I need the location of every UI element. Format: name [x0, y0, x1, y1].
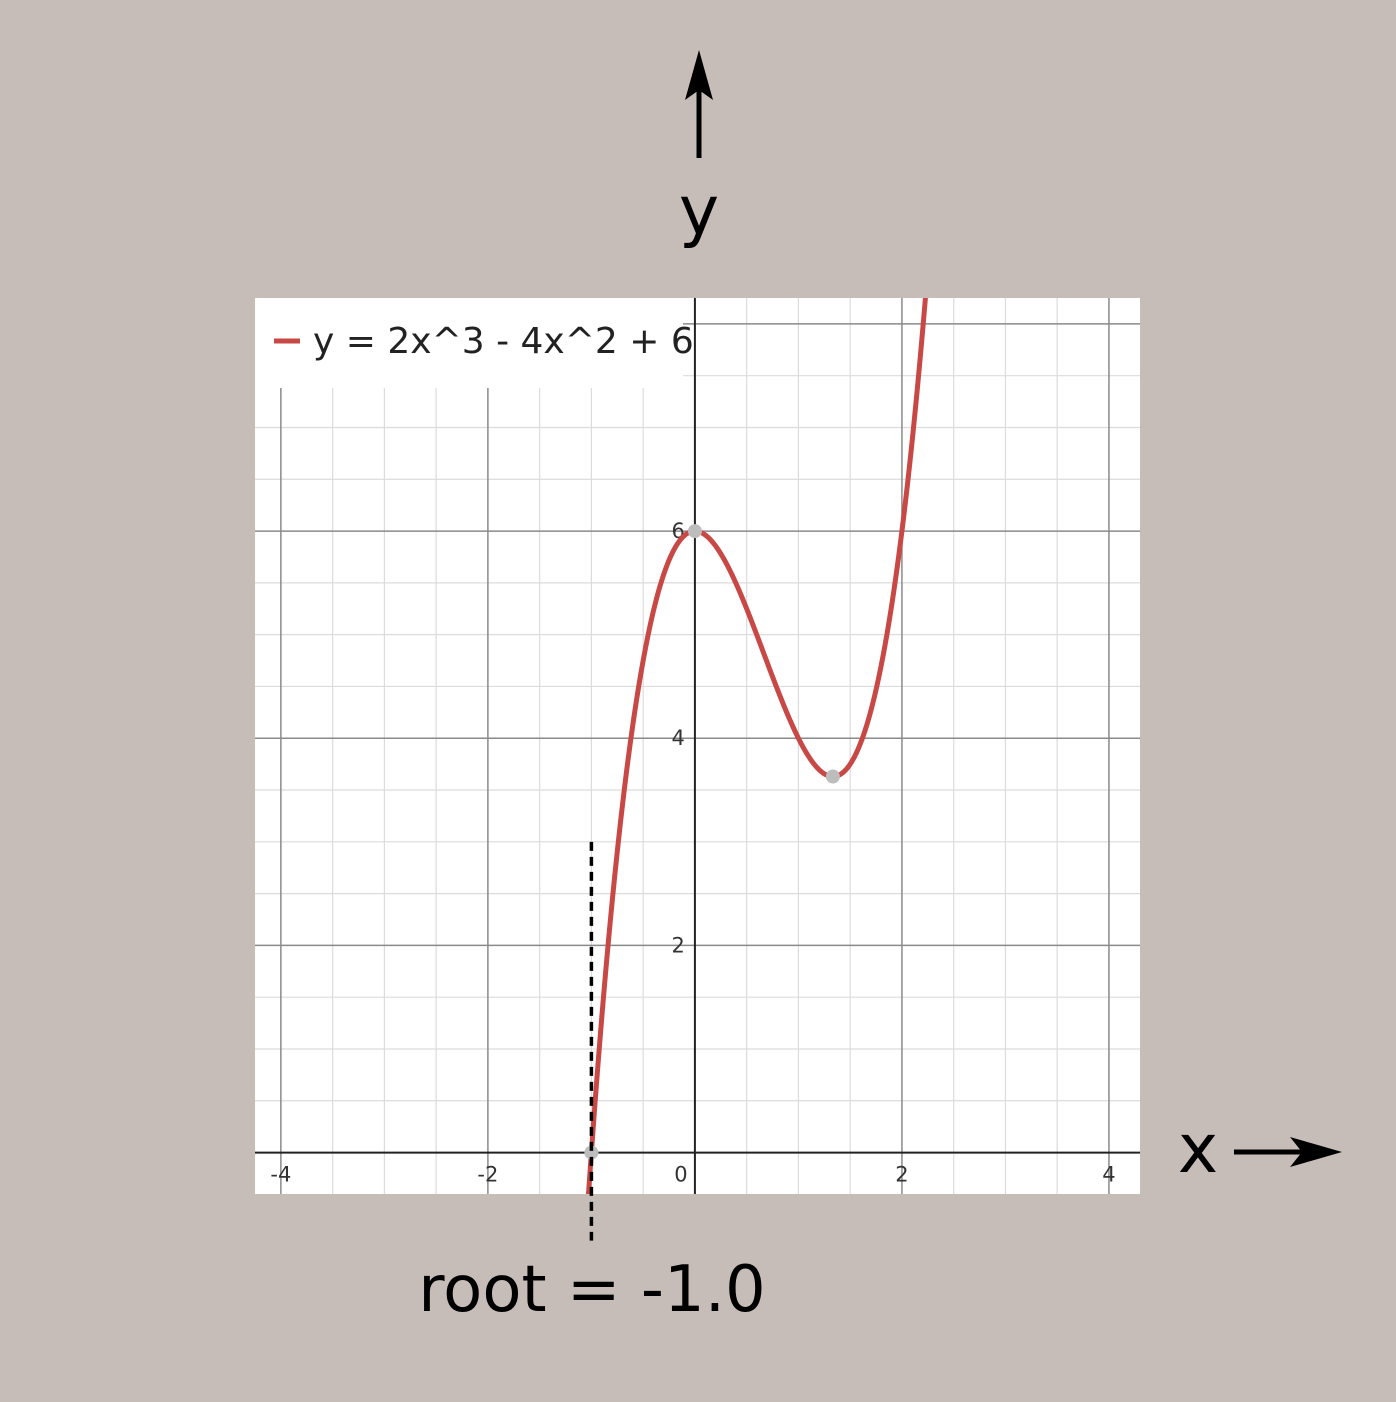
minor-grid — [255, 298, 1140, 1194]
points-layer — [584, 524, 840, 1160]
plot-area — [255, 298, 1140, 1194]
legend-box — [255, 298, 683, 388]
x-tick-label: 0 — [674, 1163, 687, 1187]
y-axis-label: y — [679, 172, 719, 251]
x-tick-label: 2 — [895, 1163, 908, 1187]
y-tick-label: 4 — [672, 726, 685, 750]
special-point — [687, 524, 702, 539]
special-point — [825, 769, 840, 784]
x-tick-label: -4 — [270, 1163, 291, 1187]
x-tick-label: 4 — [1102, 1163, 1115, 1187]
y-axis-arrow-head — [685, 50, 713, 100]
x-axis-arrow-head — [1290, 1137, 1342, 1167]
plot-axes — [255, 298, 1140, 1194]
legend-label: y = 2x^3 - 4x^2 + 6 — [313, 321, 694, 362]
curve-layer — [585, 298, 928, 1194]
y-tick-label: 2 — [672, 933, 685, 957]
x-tick-label: -2 — [477, 1163, 498, 1187]
curve-series — [585, 298, 928, 1194]
x-axis-label: x — [1178, 1110, 1218, 1189]
special-point — [584, 1145, 599, 1160]
root-annotation-label: root = -1.0 — [418, 1253, 766, 1327]
